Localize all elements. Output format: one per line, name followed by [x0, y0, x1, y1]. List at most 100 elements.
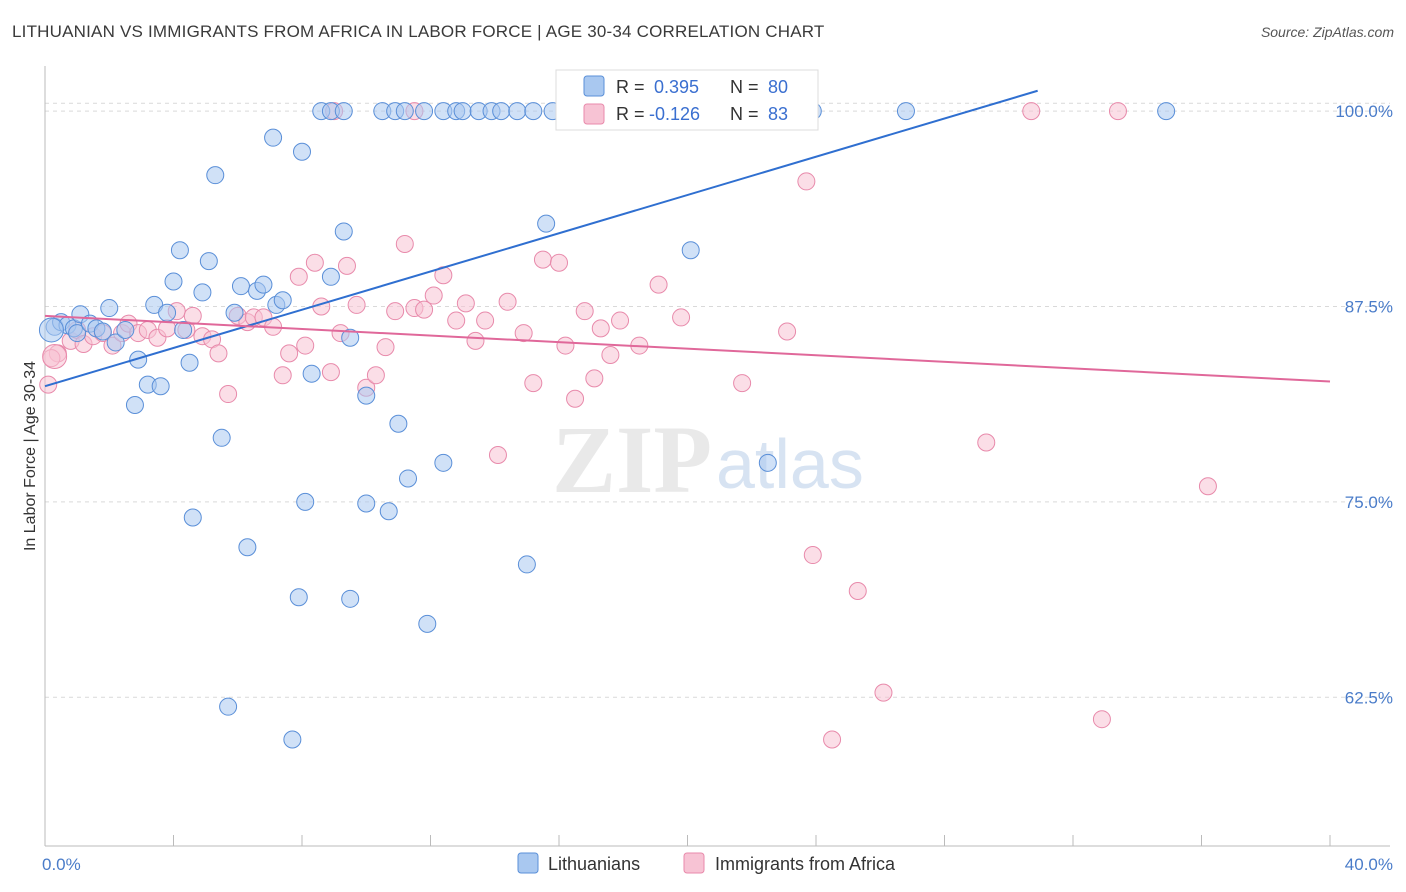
- grid-lines: [45, 102, 1390, 698]
- lithuanians-point-29: [231, 277, 250, 296]
- lithuanians-point-21: [180, 353, 199, 372]
- lithuanians-point-53: [537, 214, 556, 233]
- bottom-legend-label-lithuanians: Lithuanians: [548, 854, 640, 874]
- immigrants-point-63: [649, 275, 668, 294]
- immigrants-point-52: [524, 374, 543, 393]
- watermark: ZIP atlas: [552, 406, 864, 513]
- lithuanians-point-70: [524, 102, 543, 121]
- immigrants-point-56: [566, 389, 585, 408]
- lithuanians-point-79: [1157, 102, 1176, 121]
- immigrants-point-40: [395, 234, 414, 253]
- immigrants-point-37: [366, 366, 385, 385]
- lithuanians-point-78: [896, 102, 915, 121]
- immigrants-point-51: [514, 324, 533, 343]
- legend-swatch-immigrants: [583, 103, 605, 125]
- legend-r-label-1: R =: [616, 77, 645, 97]
- lithuanians-point-27: [219, 697, 238, 716]
- legend-r-value-1: 0.395: [654, 77, 699, 97]
- immigrants-point-42: [415, 300, 434, 319]
- lithuanians-point-49: [399, 469, 418, 488]
- immigrants-point-73: [977, 433, 996, 452]
- legend-n-label-1: N =: [730, 77, 759, 97]
- lithuanians-point-47: [379, 502, 398, 521]
- lithuanians-point-25: [206, 166, 225, 185]
- lithuanians-point-40: [302, 364, 321, 383]
- lithuanians-point-32: [254, 275, 273, 294]
- lithuanians-point-26: [212, 428, 231, 447]
- immigrants-point-34: [337, 256, 356, 275]
- lithuanians-point-22: [183, 508, 202, 527]
- immigrants-point-20: [219, 385, 238, 404]
- immigrants-point-70: [823, 730, 842, 749]
- y-tick-label-3: 100.0%: [1335, 102, 1393, 121]
- x-tick-labels: 0.0% 40.0%: [42, 855, 1393, 874]
- immigrants-point-35: [347, 295, 366, 314]
- immigrants-point-76: [1092, 710, 1111, 729]
- immigrants-point-30: [305, 253, 324, 272]
- immigrants-point-26: [273, 366, 292, 385]
- immigrants-point-74: [1022, 102, 1041, 121]
- lithuanians-point-12: [125, 395, 144, 414]
- lithuanians-point-10: [106, 333, 125, 352]
- legend-r-label-2: R =: [616, 104, 645, 124]
- bottom-legend: Lithuanians Immigrants from Africa: [517, 852, 896, 874]
- immigrants-point-49: [488, 446, 507, 464]
- trend-line-lithuanians: [44, 89, 1038, 388]
- lithuanians-point-13: [129, 350, 148, 369]
- lithuanians-point-65: [453, 102, 472, 121]
- lithuanians-point-17: [158, 303, 177, 322]
- lithuanians-point-43: [341, 589, 360, 608]
- lithuanians-point-36: [283, 730, 302, 749]
- bottom-legend-label-immigrants: Immigrants from Africa: [715, 854, 896, 874]
- immigrants-point-32: [321, 363, 340, 382]
- immigrants-point-53: [533, 250, 552, 269]
- legend-n-label-2: N =: [730, 104, 759, 124]
- x-tick-label-0: 0.0%: [42, 855, 81, 874]
- immigrants-point-45: [447, 311, 466, 330]
- lithuanians-point-33: [264, 128, 283, 147]
- immigrants-point-71: [848, 582, 867, 601]
- source-credit: Source: ZipAtlas.com: [1260, 24, 1394, 40]
- lithuanians-point-19: [170, 241, 189, 260]
- bottom-legend-swatch-lithuanians: [517, 852, 539, 874]
- lithuanians-point-51: [434, 453, 453, 472]
- legend-n-value-1: 80: [768, 77, 788, 97]
- immigrants-point-77: [1198, 477, 1217, 496]
- y-tick-label-0: 62.5%: [1345, 688, 1393, 707]
- immigrants-point-55: [556, 336, 575, 355]
- lithuanians-point-35: [273, 291, 292, 310]
- immigrants-point-28: [289, 267, 308, 286]
- immigrants-point-47: [466, 331, 485, 350]
- lithuanians-point-16: [151, 377, 170, 396]
- lithuanians-cluster-point: [38, 317, 64, 343]
- lithuanians-point-23: [193, 283, 212, 302]
- series-lithuanians-points: [38, 102, 1176, 749]
- immigrants-point-43: [424, 286, 443, 305]
- lithuanians-point-37: [289, 588, 308, 607]
- lithuanians-point-48: [389, 414, 408, 433]
- immigrants-point-69: [803, 546, 822, 565]
- axes: [44, 66, 1390, 847]
- lithuanians-point-41: [321, 267, 340, 286]
- lithuanians-point-69: [508, 102, 527, 121]
- x-tick-label-1: 40.0%: [1345, 855, 1393, 874]
- legend-n-value-2: 83: [768, 104, 788, 124]
- lithuanians-point-68: [492, 102, 511, 121]
- trend-line-immigrants: [44, 314, 1331, 383]
- immigrants-point-50: [498, 292, 517, 311]
- lithuanians-point-61: [395, 102, 414, 121]
- lithuanians-point-30: [238, 538, 257, 557]
- immigrants-point-38: [376, 338, 395, 357]
- immigrants-point-46: [456, 294, 475, 313]
- lithuanians-point-39: [296, 492, 315, 511]
- lithuanians-point-24: [199, 252, 218, 271]
- watermark-zip: ZIP: [552, 406, 712, 513]
- lithuanians-point-62: [415, 102, 434, 121]
- y-tick-label-2: 87.5%: [1345, 297, 1393, 316]
- immigrants-point-67: [778, 322, 797, 341]
- immigrants-point-48: [476, 311, 495, 330]
- immigrants-point-61: [611, 311, 630, 330]
- immigrants-point-58: [585, 369, 604, 388]
- lithuanians-point-28: [225, 303, 244, 322]
- lithuanians-point-52: [517, 555, 536, 574]
